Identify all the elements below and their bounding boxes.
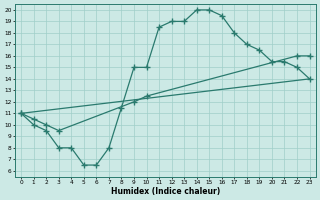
X-axis label: Humidex (Indice chaleur): Humidex (Indice chaleur) [111,187,220,196]
